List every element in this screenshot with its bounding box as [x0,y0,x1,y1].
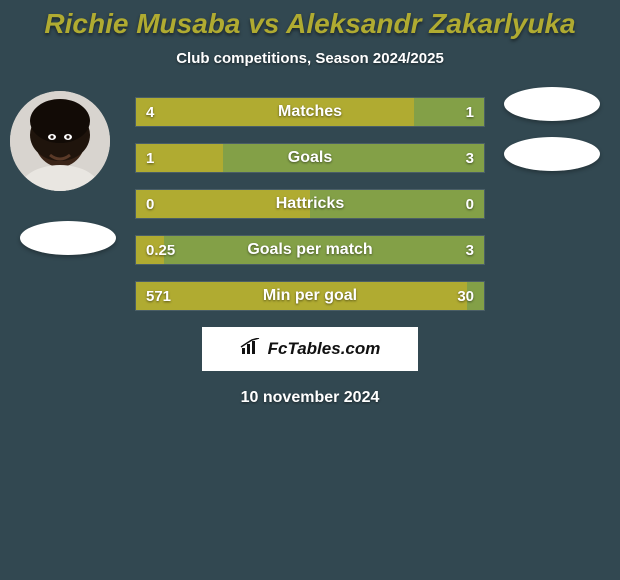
page-title: Richie Musaba vs Aleksandr Zakarlyuka [0,0,620,40]
stat-bar-left [136,190,310,218]
player-right-flag-1 [504,87,600,121]
stat-row: Min per goal57130 [135,281,485,311]
player-left-portrait [10,91,110,191]
stat-bar-right [414,98,484,126]
date-text: 10 november 2024 [0,389,620,407]
stat-bar-left [136,282,467,310]
stat-bar-left [136,236,164,264]
stat-bar-right [223,144,484,172]
stat-bar-left [136,144,223,172]
stat-row: Goals per match0.253 [135,235,485,265]
stat-bar-left [136,98,414,126]
stat-row: Goals13 [135,143,485,173]
branding-text: FcTables.com [268,339,381,359]
player-left-flag [20,221,116,255]
player-right-flag-2 [504,137,600,171]
comparison-area: Matches41 Goals13 Hattricks00 Goals per mat… [0,97,620,407]
stat-bar-right [310,190,484,218]
stat-bars: Matches41 Goals13 Hattricks00 Goals per mat… [135,97,485,311]
subtitle: Club competitions, Season 2024/2025 [0,50,620,67]
player-left-avatar [10,91,110,191]
stat-row: Matches41 [135,97,485,127]
stat-bar-right [164,236,484,264]
bar-chart-icon [240,338,262,361]
stat-row: Hattricks00 [135,189,485,219]
stat-bar-right [467,282,484,310]
branding-badge: FcTables.com [202,327,418,371]
